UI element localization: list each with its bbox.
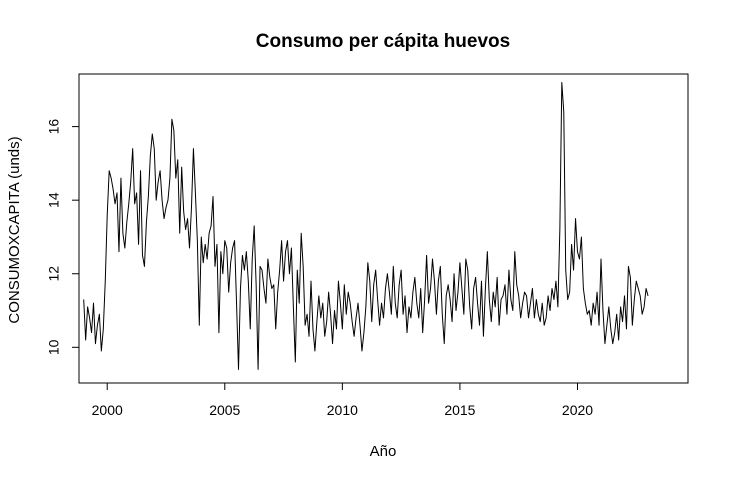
plot-frame (78, 73, 689, 384)
y-axis: 10 12 14 16 (46, 119, 80, 355)
x-tick-label: 2015 (444, 402, 475, 418)
chart-title: Consumo per cápita huevos (256, 31, 510, 52)
x-tick-label: 2010 (327, 402, 358, 418)
y-tick-label: 14 (46, 192, 62, 208)
y-tick-label: 16 (46, 119, 62, 135)
x-axis-label: Año (370, 443, 397, 460)
x-axis: 2000 2005 2010 2015 2020 (92, 382, 593, 418)
x-tick-label: 2005 (209, 402, 240, 418)
x-tick-label: 2000 (92, 402, 123, 418)
y-tick-label: 12 (46, 266, 62, 282)
y-axis-label: CONSUMOXCAPITA (unds) (6, 136, 23, 323)
series-line (83, 81, 649, 370)
x-tick-label: 2020 (562, 402, 593, 418)
y-tick-label: 10 (46, 339, 62, 355)
